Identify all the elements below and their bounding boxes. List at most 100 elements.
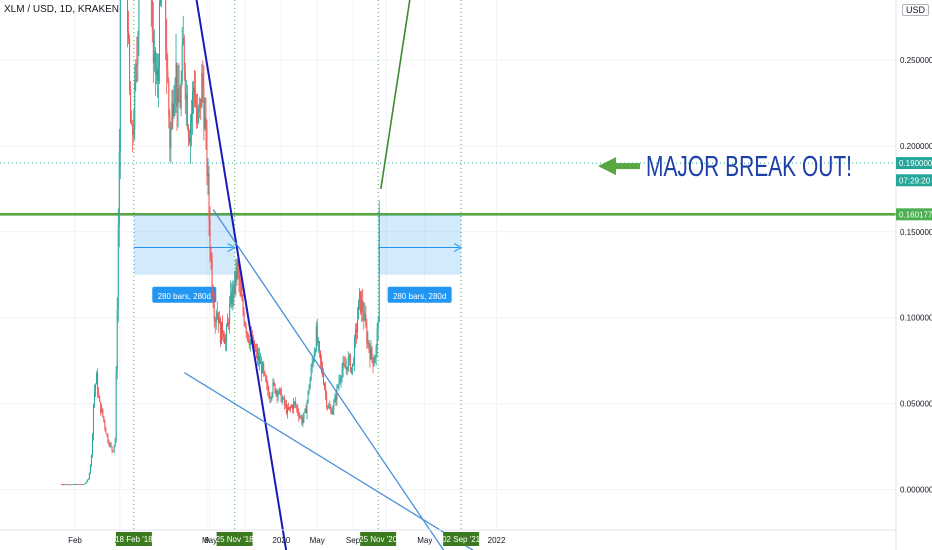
candle-body	[325, 387, 327, 394]
candle-body	[136, 64, 138, 66]
candle-body	[189, 122, 191, 143]
trendline	[184, 372, 474, 550]
range-box	[378, 214, 462, 275]
candle-body	[282, 397, 284, 399]
time-tick-label: 2022	[488, 536, 506, 545]
candle-body	[260, 361, 262, 364]
candle-body	[219, 318, 221, 344]
candle-body	[346, 366, 348, 371]
candle-body	[284, 404, 286, 406]
candle-body	[166, 48, 168, 70]
range-label: 280 bars, 280d	[393, 292, 446, 301]
candle-body	[350, 367, 352, 372]
candle-body	[83, 484, 85, 485]
candle-body	[278, 388, 280, 394]
candle-body	[302, 418, 304, 424]
annotations: MAJOR BREAK OUT!	[380, 0, 852, 189]
candle-body	[288, 406, 290, 410]
candle-body	[196, 104, 198, 123]
date-marker-badge	[360, 532, 397, 546]
range-arrow-head	[227, 243, 236, 252]
annotation-arrow-shaft	[614, 163, 640, 170]
candle-body	[341, 369, 343, 378]
candle-body	[316, 326, 318, 344]
candle-body	[138, 0, 140, 37]
candle-body	[98, 392, 100, 397]
candle-body	[359, 291, 361, 300]
date-marker-label: 18 Feb '18	[115, 535, 153, 544]
candle-body	[234, 271, 236, 294]
candle-body	[314, 350, 316, 354]
candle-body	[246, 332, 248, 334]
candle-body	[357, 318, 359, 332]
candle-body	[280, 389, 282, 402]
candle-body	[267, 384, 269, 392]
candle-body	[279, 388, 281, 390]
candle-body	[205, 117, 207, 127]
candle-body	[170, 127, 172, 149]
price-marker-badge	[896, 174, 932, 187]
candle-body	[261, 361, 263, 374]
candle-body	[329, 406, 331, 409]
candle-body	[343, 362, 345, 365]
price-marker-badge	[896, 208, 932, 221]
candle-body	[367, 340, 369, 344]
candle-body	[374, 357, 376, 363]
candle-body	[364, 314, 366, 321]
annotation-arrow-head	[598, 157, 616, 176]
currency-badge[interactable]: USD	[902, 4, 930, 16]
candle-body	[91, 434, 93, 456]
candle-body	[306, 401, 308, 414]
candle-body	[304, 409, 306, 413]
time-tick-label: 9	[205, 536, 210, 545]
price-axis[interactable]: 0.5500000.5000000.4500000.4000000.350000…	[895, 0, 932, 550]
candle-body	[333, 402, 335, 410]
candle-body	[293, 402, 295, 410]
candle-body	[377, 322, 379, 329]
candle-body	[85, 481, 87, 484]
candle-body	[114, 439, 116, 446]
candle-body	[230, 292, 232, 304]
candle-body	[217, 312, 219, 324]
candle-body	[109, 443, 111, 446]
candle-body	[342, 362, 344, 370]
candle-body	[228, 321, 230, 324]
date-marker-label: 02 Sep '21	[442, 535, 481, 544]
candle-body	[201, 73, 203, 108]
time-tick-label: May	[417, 536, 432, 545]
candle-body	[74, 484, 76, 485]
candle-body	[254, 350, 256, 352]
price-tick-label: 0.200000	[900, 142, 932, 151]
date-marker-badge	[115, 532, 152, 546]
candle-body	[318, 341, 320, 351]
trendlines	[184, 0, 474, 550]
candle-body	[238, 266, 240, 281]
time-axis[interactable]: FebJul9MaySep2020MaySep1May202218 Feb '1…	[0, 529, 896, 546]
projection-arrow	[380, 0, 411, 189]
candle-body	[375, 346, 377, 358]
candle-body	[177, 88, 179, 107]
candle-body	[87, 478, 89, 480]
candle-body	[276, 390, 278, 397]
candle-body	[258, 355, 260, 360]
candle-body	[339, 380, 341, 382]
candle-body	[173, 103, 175, 116]
range-label: 280 bars, 280d	[158, 292, 211, 301]
candle-body	[67, 484, 69, 486]
trendline	[212, 209, 445, 550]
candle-body	[117, 225, 119, 310]
candle-body	[243, 311, 245, 324]
candle-body	[215, 318, 217, 322]
candle-body	[369, 348, 371, 360]
candle-body	[368, 340, 370, 349]
candle-body	[311, 363, 313, 368]
candle-body	[68, 484, 70, 486]
candle-body	[330, 408, 332, 411]
candle-body	[273, 382, 275, 384]
candle-body	[88, 472, 90, 479]
candle-body	[195, 95, 197, 105]
time-tick-label: May	[202, 536, 217, 545]
candle-body	[72, 484, 74, 485]
candle-body	[292, 405, 294, 410]
